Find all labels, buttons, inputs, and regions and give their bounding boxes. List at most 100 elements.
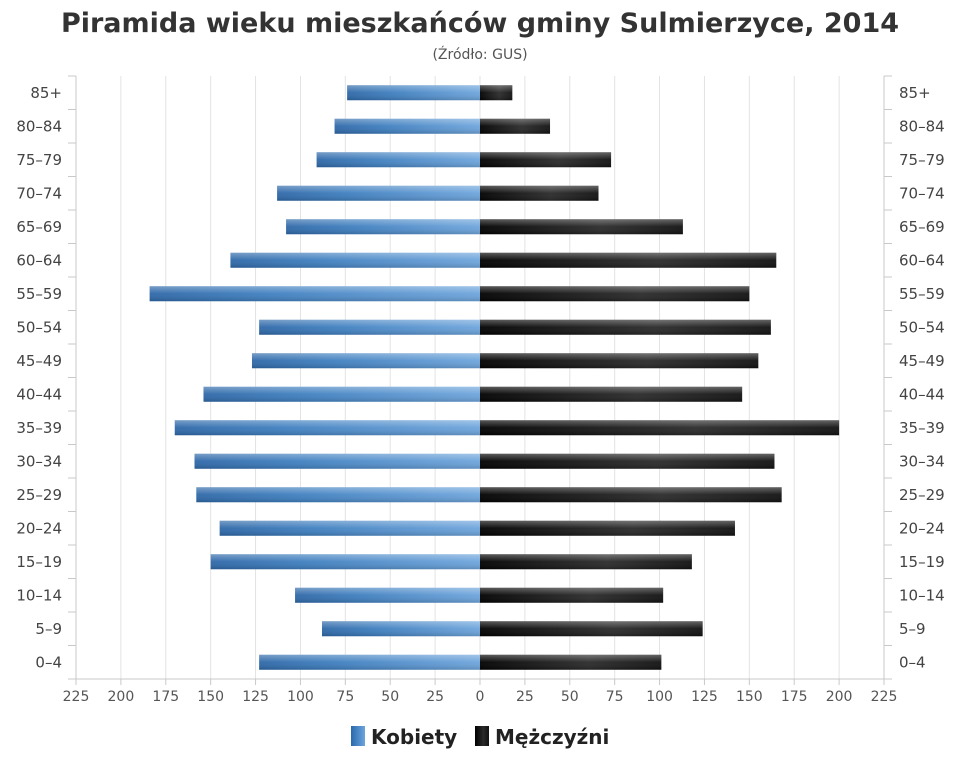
bar-kobiety-shine [174, 420, 480, 436]
x-tick-label: 150 [197, 689, 224, 705]
category-label-left: 20–24 [16, 519, 62, 537]
bar-mezczyzni-shine [480, 520, 735, 536]
bar-kobiety-shine [194, 453, 481, 469]
category-label-right: 10–14 [899, 586, 945, 604]
bar-mezczyzni-shine [480, 386, 743, 402]
bar-kobiety-shine [286, 219, 480, 235]
bar-mezczyzni-shine [480, 554, 692, 570]
category-label-left: 25–29 [16, 486, 62, 504]
x-tick-label: 200 [826, 689, 853, 705]
category-label-right: 35–39 [899, 419, 945, 437]
category-label-left: 35–39 [16, 419, 62, 437]
bar-kobiety-shine [251, 353, 480, 369]
bar-mezczyzni-shine [480, 353, 759, 369]
bar-mezczyzni-shine [480, 219, 683, 235]
x-tick-label: 125 [691, 689, 718, 705]
legend-label-mezczyzni[interactable]: Mężczyźni [495, 725, 609, 749]
x-tick-label: 100 [287, 689, 314, 705]
x-tick-label: 75 [336, 689, 354, 705]
bar-kobiety-shine [219, 520, 480, 536]
bar-kobiety-shine [203, 386, 481, 402]
category-label-right: 70–74 [899, 184, 945, 202]
category-label-left: 85+ [30, 84, 62, 102]
x-tick-label: 150 [736, 689, 763, 705]
category-label-right: 50–54 [899, 318, 945, 336]
category-label-right: 30–34 [899, 452, 945, 470]
x-tick-label: 50 [381, 689, 399, 705]
legend-label-kobiety[interactable]: Kobiety [371, 725, 457, 749]
category-label-right: 80–84 [899, 117, 945, 135]
bars [149, 85, 840, 670]
bar-kobiety-shine [334, 118, 480, 134]
category-label-left: 60–64 [16, 251, 62, 269]
category-labels: 85+ 85+ 80–84 80–84 75–79 75–79 70–74 70–74 65–6… [16, 84, 944, 672]
category-label-right: 75–79 [899, 151, 945, 169]
bar-kobiety-shine [210, 554, 480, 570]
bar-mezczyzni-shine [480, 621, 703, 637]
category-label-right: 40–44 [899, 385, 945, 403]
category-label-right: 65–69 [899, 218, 945, 236]
bar-mezczyzni-shine [480, 420, 840, 436]
bar-mezczyzni-shine [480, 252, 777, 268]
bar-kobiety-shine [149, 286, 480, 302]
category-label-right: 15–19 [899, 553, 945, 571]
bar-kobiety-shine [316, 152, 480, 168]
bar-mezczyzni-shine [480, 654, 662, 670]
category-label-right: 5–9 [899, 620, 926, 638]
category-label-left: 45–49 [16, 352, 62, 370]
legend-swatch-kobiety [351, 726, 365, 746]
category-label-right: 25–29 [899, 486, 945, 504]
category-label-left: 0–4 [35, 653, 62, 671]
category-label-left: 65–69 [16, 218, 62, 236]
x-tick-label: 225 [63, 689, 90, 705]
category-label-left: 10–14 [16, 586, 62, 604]
axes [68, 75, 892, 685]
x-tick-label: 50 [561, 689, 579, 705]
x-tick-labels: 225 200 175 150 125 100 75 50 25 0 25 50 75 100 125 150… [63, 689, 898, 705]
category-label-right: 0–4 [899, 653, 926, 671]
category-label-left: 15–19 [16, 553, 62, 571]
x-tick-label: 200 [108, 689, 135, 705]
bar-mezczyzni-shine [480, 487, 782, 503]
x-tick-label: 100 [646, 689, 673, 705]
bar-kobiety-shine [196, 487, 480, 503]
bar-mezczyzni-shine [480, 587, 664, 603]
legend: Kobiety Mężczyźni [351, 725, 609, 749]
bar-mezczyzni-shine [480, 453, 775, 469]
bar-kobiety-shine [230, 252, 480, 268]
category-label-left: 70–74 [16, 184, 62, 202]
bar-mezczyzni-shine [480, 152, 612, 168]
category-label-right: 85+ [899, 84, 931, 102]
category-label-left: 50–54 [16, 318, 62, 336]
category-label-left: 75–79 [16, 151, 62, 169]
bar-kobiety-shine [259, 319, 480, 335]
category-label-left: 55–59 [16, 285, 62, 303]
bar-kobiety-shine [277, 185, 480, 201]
x-tick-label: 225 [871, 689, 898, 705]
bar-mezczyzni-shine [480, 286, 750, 302]
bar-mezczyzni-shine [480, 319, 771, 335]
category-label-left: 5–9 [35, 620, 62, 638]
grid-lines [75, 76, 885, 679]
category-label-left: 80–84 [16, 117, 62, 135]
bar-kobiety-shine [295, 587, 480, 603]
category-label-right: 60–64 [899, 251, 945, 269]
legend-swatch-mezczyzni [475, 726, 489, 746]
x-tick-label: 75 [606, 689, 624, 705]
chart-title: Piramida wieku mieszkańców gminy Sulmier… [61, 8, 899, 39]
bar-kobiety-shine [259, 654, 480, 670]
x-tick-label: 125 [242, 689, 269, 705]
bar-kobiety-shine [321, 621, 480, 637]
category-label-left: 30–34 [16, 452, 62, 470]
category-label-right: 55–59 [899, 285, 945, 303]
category-label-left: 40–44 [16, 385, 62, 403]
category-label-right: 20–24 [899, 519, 945, 537]
x-tick-label: 175 [781, 689, 808, 705]
x-tick-label: 25 [426, 689, 444, 705]
category-label-right: 45–49 [899, 352, 945, 370]
x-tick-label: 175 [152, 689, 179, 705]
x-tick-label: 25 [516, 689, 534, 705]
bar-mezczyzni-shine [480, 185, 599, 201]
x-tick-label: 0 [476, 689, 485, 705]
